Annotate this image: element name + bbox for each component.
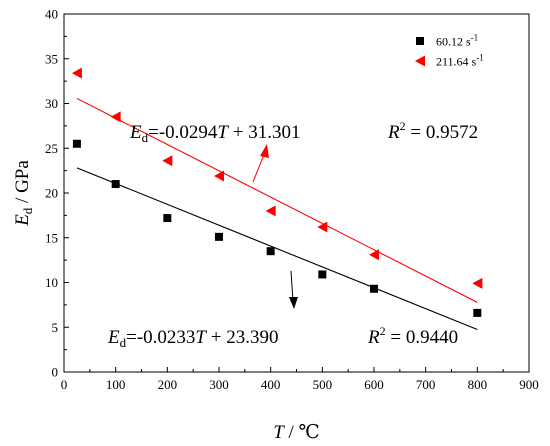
y-tick-label: 10 xyxy=(45,275,58,290)
data-point-square xyxy=(370,284,378,293)
x-tick-label: 0 xyxy=(61,377,68,392)
data-point-square xyxy=(72,139,81,148)
y-tick-label: 15 xyxy=(45,230,58,245)
eq-red-rhs-before: =-0.0294 xyxy=(148,122,218,143)
eq-red-rhs-var: T xyxy=(217,122,229,143)
data-points xyxy=(71,67,483,317)
x-tick-label: 600 xyxy=(364,377,384,392)
r2-black: R2 = 0.9440 xyxy=(367,324,458,348)
eq-black-rhs-var: T xyxy=(195,327,207,348)
y-tick-label: 0 xyxy=(52,365,59,380)
data-point-triangle xyxy=(110,111,121,123)
fit-line-red xyxy=(76,97,478,303)
r2-black-symbol: R xyxy=(367,327,380,348)
arrow-red-shaft xyxy=(252,151,266,183)
eq-black-rhs-after: + 23.390 xyxy=(206,327,278,348)
y-tick-label: 5 xyxy=(52,320,59,335)
data-point-square xyxy=(163,214,172,223)
y-tick-label: 20 xyxy=(45,186,58,201)
arrow-red-head xyxy=(260,144,269,158)
arrow-black-head xyxy=(289,297,298,309)
x-tick-label: 100 xyxy=(106,377,126,392)
y-axis-sub: d xyxy=(20,207,35,214)
data-point-triangle xyxy=(162,155,173,167)
data-point-square xyxy=(473,308,482,317)
x-axis-title: T / ℃ xyxy=(273,422,320,443)
fit-equation-black: Ed=-0.0233T + 23.390 xyxy=(107,327,278,350)
data-point-triangle xyxy=(369,249,379,261)
fit-equation-red: Ed=-0.0294T + 31.301 xyxy=(129,122,300,145)
y-axis-title: Ed / GPa xyxy=(12,160,35,227)
r2-red-value: = 0.9572 xyxy=(406,122,478,143)
y-tick-label: 25 xyxy=(45,141,58,156)
x-tick-label: 900 xyxy=(519,377,539,392)
axis-ticks: 0 100 200 300 400 500 600 700 800 900 0 5 10 15 20 25 30… xyxy=(45,7,539,393)
y-tick-label: 30 xyxy=(45,96,58,111)
data-point-square xyxy=(266,247,275,256)
r2-red-sup: 2 xyxy=(400,119,406,133)
data-point-triangle xyxy=(214,170,224,182)
legend-label: 60.12 s-1 xyxy=(436,33,478,49)
x-tick-label: 700 xyxy=(416,377,436,392)
eq-black-rhs-before: =-0.0233 xyxy=(126,327,195,348)
data-point-triangle xyxy=(265,205,276,217)
eq-black-lhs-var: E xyxy=(107,327,120,348)
eq-black-lhs-sub: d xyxy=(120,335,127,350)
annotations xyxy=(252,144,298,309)
y-tick-label: 35 xyxy=(45,51,58,66)
legend-label-sup: -1 xyxy=(471,33,479,43)
r2-black-sup: 2 xyxy=(380,324,386,338)
x-tick-label: 500 xyxy=(313,377,333,392)
legend-label: 211.64 s-1 xyxy=(436,53,484,69)
data-point-triangle xyxy=(71,67,82,79)
r2-red-symbol: R xyxy=(387,122,400,143)
legend-label-sup: -1 xyxy=(476,53,484,63)
data-point-square xyxy=(111,180,120,189)
legend-marker-triangle xyxy=(415,55,425,67)
x-tick-label: 800 xyxy=(468,377,488,392)
data-point-square xyxy=(215,232,223,241)
x-axis-var: T xyxy=(273,422,285,443)
arrow-black-shaft xyxy=(290,270,294,302)
legend-marker-square xyxy=(416,37,424,45)
fit-line-black xyxy=(76,167,478,330)
legend-label-text: 211.64 s xyxy=(436,55,477,69)
x-tick-label: 300 xyxy=(209,377,229,392)
legend-label-text: 60.12 s xyxy=(436,35,471,49)
data-point-triangle xyxy=(472,277,483,289)
y-axis-var: E xyxy=(12,214,33,227)
eq-red-lhs-sub: d xyxy=(142,130,149,145)
data-point-square xyxy=(318,270,327,279)
x-tick-label: 400 xyxy=(261,377,281,392)
fit-lines xyxy=(76,97,478,330)
r2-red: R2 = 0.9572 xyxy=(387,119,478,143)
eq-red-lhs-var: E xyxy=(129,122,142,143)
r2-black-value: = 0.9440 xyxy=(386,327,458,348)
eq-red-rhs-after: + 31.301 xyxy=(228,122,300,143)
y-axis-unit: / GPa xyxy=(12,160,33,208)
x-tick-label: 200 xyxy=(158,377,178,392)
y-tick-label: 40 xyxy=(45,7,58,22)
plot-frame xyxy=(63,13,530,373)
data-point-triangle xyxy=(317,221,328,233)
x-axis-unit: / ℃ xyxy=(284,422,320,443)
